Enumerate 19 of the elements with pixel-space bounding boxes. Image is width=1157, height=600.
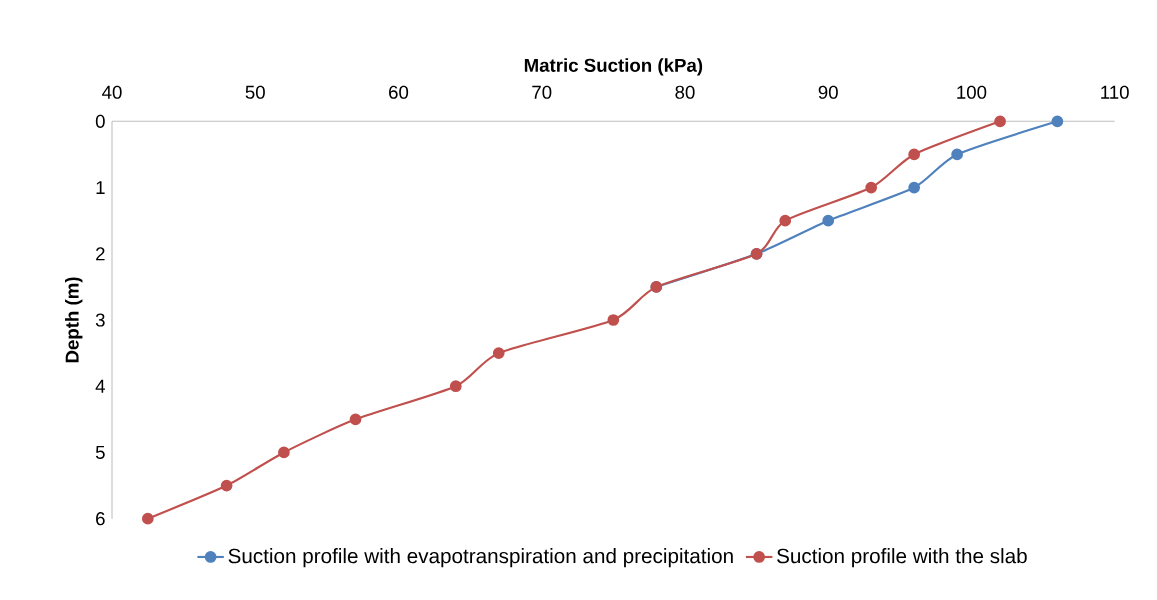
x-tick-label: 80 bbox=[675, 85, 695, 99]
legend-label: Suction profile with evapotranspiration and precipitation bbox=[228, 548, 733, 568]
x-tick-label: 100 bbox=[957, 85, 987, 99]
x-tick-label: 110 bbox=[1101, 85, 1129, 99]
x-tick-label: 70 bbox=[532, 85, 552, 99]
y-tick-label: 2 bbox=[96, 247, 105, 261]
x-tick-label: 60 bbox=[389, 85, 409, 99]
y-tick-label: 5 bbox=[95, 445, 105, 459]
x-tick-label: 90 bbox=[818, 85, 838, 99]
y-tick-label: 6 bbox=[96, 512, 105, 526]
x-tick-label: 50 bbox=[245, 85, 265, 99]
x-axis-title: Matric Suction (kPa) bbox=[524, 58, 703, 76]
legend-label: Suction profile with the slab bbox=[777, 548, 1027, 568]
y-axis-title: Depth (m) bbox=[65, 277, 83, 363]
y-tick-label: 1 bbox=[96, 181, 105, 194]
y-tick-label: 4 bbox=[95, 379, 105, 393]
y-tick-label: 3 bbox=[95, 313, 105, 327]
x-tick-label: 40 bbox=[102, 85, 122, 99]
y-tick-label: 0 bbox=[95, 114, 105, 128]
